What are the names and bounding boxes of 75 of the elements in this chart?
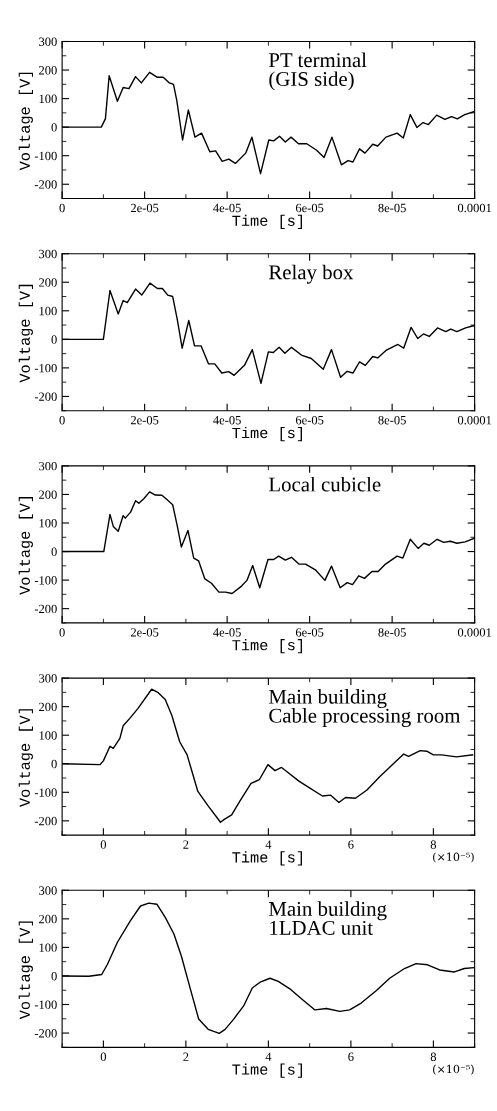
x-tick-label: 4e-05	[213, 415, 241, 425]
x-tick-label: 2e-05	[130, 203, 159, 213]
x-tick-label: 8	[430, 1052, 437, 1061]
y-tick-label: 200	[39, 490, 57, 499]
y-tick-label: -200	[34, 816, 57, 826]
y-axis-title: Voltage [V]	[18, 497, 33, 595]
y-axis-title: Voltage [V]	[18, 72, 33, 171]
y-tick-label: -200	[34, 180, 57, 189]
x-axis-title: Time [s]	[232, 1063, 302, 1078]
x-tick-label: 6	[348, 840, 354, 849]
y-tick-label: -100	[34, 363, 57, 373]
y-tick-label: 100	[39, 94, 57, 104]
text: (×10⁻⁵)	[433, 1064, 474, 1075]
x-tick-label: 8e-05	[378, 628, 406, 637]
y-tick-label: -100	[34, 576, 57, 585]
x-tick-label: 0.0001	[457, 203, 492, 213]
x-tick-label: 4e-05	[213, 628, 241, 637]
text: PT terminal (GIS side)	[268, 52, 367, 91]
x-tick-label: 2	[183, 1052, 189, 1061]
y-tick-label: -200	[34, 604, 57, 614]
chart-title: Local cubicle	[268, 476, 381, 492]
y-axis-title: Voltage [V]	[18, 284, 33, 383]
y-tick-label: -200	[34, 392, 57, 401]
x-tick-label: 0.0001	[457, 415, 492, 425]
x-tick-label: 8	[430, 840, 437, 849]
y-tick-label: -100	[34, 788, 57, 797]
x-tick-label: 4e-05	[213, 203, 241, 213]
x-axis-title: Time [s]	[232, 851, 302, 866]
x-tick-label: 0.0001	[457, 628, 492, 637]
y-axis-title: Voltage [V]	[18, 921, 33, 1020]
y-tick-label: 200	[39, 914, 57, 924]
y-tick-label: 200	[39, 278, 57, 287]
x-tick-label: 0	[59, 628, 65, 637]
x-tick-label: 6e-05	[295, 203, 324, 213]
y-tick-label: 200	[39, 702, 57, 712]
x-tick-label: 0	[59, 415, 65, 425]
x-tick-label: 6e-05	[295, 628, 324, 637]
y-tick-label: 300	[39, 674, 57, 683]
x-axis-title: Time [s]	[232, 639, 302, 654]
y-tick-label: 0	[51, 547, 57, 557]
x-axis-title: Time [s]	[232, 426, 302, 442]
x-tick-label: 6e-05	[295, 415, 324, 425]
y-tick-label: 100	[39, 519, 57, 528]
y-tick-label: 100	[39, 306, 57, 316]
y-tick-label: 300	[39, 461, 57, 471]
x-axis-title: Time [s]	[232, 214, 302, 229]
x-tick-label: 8e-05	[378, 203, 406, 213]
x-tick-label: 4	[265, 1052, 272, 1061]
x-tick-label: 2	[183, 840, 189, 849]
chart-title: Relay box	[268, 264, 354, 284]
y-tick-label: -100	[34, 151, 57, 161]
text: Main building 1LDAC unit	[268, 901, 387, 935]
x-tick-label: 0	[100, 1052, 107, 1061]
x-tick-label: 0	[59, 203, 65, 213]
x-tick-label: 8e-05	[378, 415, 406, 425]
y-tick-label: 300	[39, 37, 57, 46]
x-tick-label: 6	[348, 1052, 354, 1061]
y-axis-title: Voltage [V]	[18, 709, 33, 807]
x-tick-label: 2e-05	[130, 628, 159, 637]
y-tick-label: 200	[39, 66, 57, 75]
y-tick-label: 0	[51, 123, 57, 132]
x-tick-label: 4	[265, 840, 272, 849]
y-tick-label: 300	[39, 249, 57, 259]
y-tick-label: -200	[34, 1029, 57, 1038]
text: (×10⁻⁵)	[433, 852, 474, 863]
x-tick-label: 0	[100, 840, 107, 849]
y-tick-label: -100	[34, 1000, 57, 1009]
text: Main building Cable processing room	[268, 689, 461, 727]
y-tick-label: 0	[51, 759, 57, 769]
y-tick-label: 0	[51, 971, 57, 981]
y-tick-label: 100	[39, 943, 57, 952]
y-tick-label: 100	[39, 731, 57, 740]
y-tick-label: 300	[39, 886, 57, 895]
y-tick-label: 0	[51, 335, 57, 344]
x-tick-label: 2e-05	[130, 415, 159, 425]
